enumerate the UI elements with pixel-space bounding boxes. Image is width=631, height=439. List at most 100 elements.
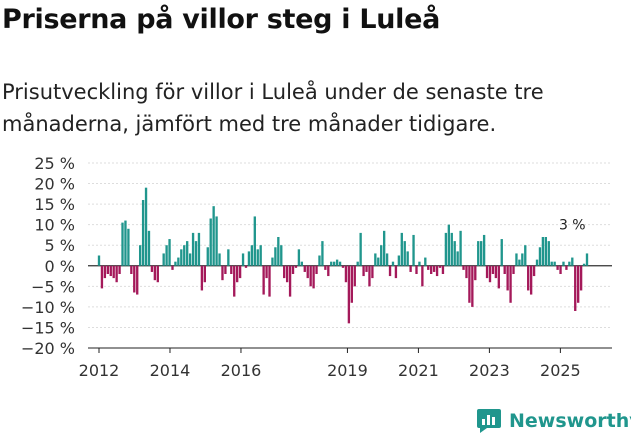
bar xyxy=(324,265,327,270)
bar xyxy=(165,245,168,266)
x-tick-label: 2012 xyxy=(79,361,120,380)
y-tick-label: −15 % xyxy=(21,318,75,337)
page-title: Priserna på villor steg i Luleå xyxy=(2,4,441,35)
bar xyxy=(124,220,127,266)
bar xyxy=(509,265,512,303)
y-tick-label: 25 % xyxy=(34,154,75,173)
bar xyxy=(450,232,453,266)
bar xyxy=(174,261,177,266)
y-axis-tick-labels: −20 % −15 %−10 % −5 %0 % 5 %10 % 15 %20 % 25 … xyxy=(21,154,75,358)
bar xyxy=(527,265,530,291)
bar xyxy=(456,251,459,266)
bar xyxy=(203,265,206,283)
bar xyxy=(127,228,130,266)
bar xyxy=(247,251,251,266)
bar xyxy=(306,265,309,279)
bar xyxy=(97,255,101,266)
bar xyxy=(335,259,339,266)
bar xyxy=(212,206,215,266)
bar xyxy=(288,265,292,297)
bar xyxy=(347,265,351,324)
bar xyxy=(438,265,442,268)
bar xyxy=(277,237,280,266)
bar xyxy=(215,216,218,266)
bar-chart: −20 % −15 %−10 % −5 %0 % 5 %10 % 15 %20 % 25 … xyxy=(21,154,612,380)
bar xyxy=(262,265,265,295)
bar xyxy=(121,222,124,266)
bar xyxy=(400,232,403,266)
bar xyxy=(365,265,368,272)
bar xyxy=(430,265,433,274)
bar xyxy=(409,265,412,272)
bar xyxy=(494,265,498,279)
bar xyxy=(265,265,268,279)
bar xyxy=(418,261,421,266)
bar xyxy=(529,265,533,295)
y-tick-label: −20 % xyxy=(21,339,75,358)
bar xyxy=(100,265,104,289)
brand-logo: Newsworthy xyxy=(476,408,631,434)
bar xyxy=(153,265,157,281)
x-tick-label: 2025 xyxy=(540,361,581,380)
bar xyxy=(380,245,383,266)
bar xyxy=(474,265,477,281)
x-tick-label: 2019 xyxy=(327,361,368,380)
bar xyxy=(500,239,503,266)
brand-name: Newsworthy xyxy=(509,410,631,432)
bar xyxy=(512,265,515,274)
bar xyxy=(568,261,571,266)
bar xyxy=(491,265,495,274)
bar xyxy=(221,265,224,281)
bar xyxy=(191,232,195,266)
bar xyxy=(218,253,221,266)
y-tick-label: 10 % xyxy=(34,216,75,235)
bar xyxy=(477,241,480,266)
bar xyxy=(318,255,321,266)
bar xyxy=(391,261,395,266)
x-axis: 2012 2014 2016 2019 2021 2023 2025 xyxy=(79,347,612,380)
bar xyxy=(186,241,189,266)
bar xyxy=(112,265,115,279)
bar xyxy=(435,265,439,277)
bar xyxy=(168,239,171,266)
bar-series xyxy=(97,187,589,324)
bar xyxy=(194,241,198,266)
bar xyxy=(227,249,230,266)
bar xyxy=(397,255,401,266)
bar xyxy=(465,265,468,279)
y-tick-label: −10 % xyxy=(21,298,75,317)
bar xyxy=(532,265,536,277)
y-tick-label: 0 % xyxy=(45,257,75,276)
bar xyxy=(253,216,256,266)
bar xyxy=(547,241,550,266)
bar xyxy=(453,241,456,266)
newsworthy-logo-icon xyxy=(477,409,501,433)
bar xyxy=(300,261,304,266)
bar xyxy=(109,265,112,277)
bar xyxy=(538,247,542,266)
x-tick-label: 2021 xyxy=(398,361,439,380)
bar xyxy=(171,265,174,270)
bar xyxy=(427,265,430,270)
bar xyxy=(382,230,386,266)
bar xyxy=(338,261,342,266)
bar xyxy=(156,265,159,283)
bar xyxy=(503,265,506,274)
bar xyxy=(291,265,295,274)
bar xyxy=(524,245,527,266)
bar xyxy=(574,265,577,311)
bar xyxy=(535,259,539,266)
bar xyxy=(544,237,548,266)
bar xyxy=(518,259,521,266)
bar xyxy=(259,245,262,266)
bar xyxy=(250,245,254,266)
y-tick-label: 20 % xyxy=(34,175,75,194)
bar xyxy=(485,265,489,279)
bar xyxy=(585,253,589,266)
bar xyxy=(579,265,583,291)
bar xyxy=(321,241,324,266)
bar xyxy=(368,265,371,287)
bar xyxy=(488,265,492,283)
bar xyxy=(359,232,362,266)
bar xyxy=(341,265,345,268)
